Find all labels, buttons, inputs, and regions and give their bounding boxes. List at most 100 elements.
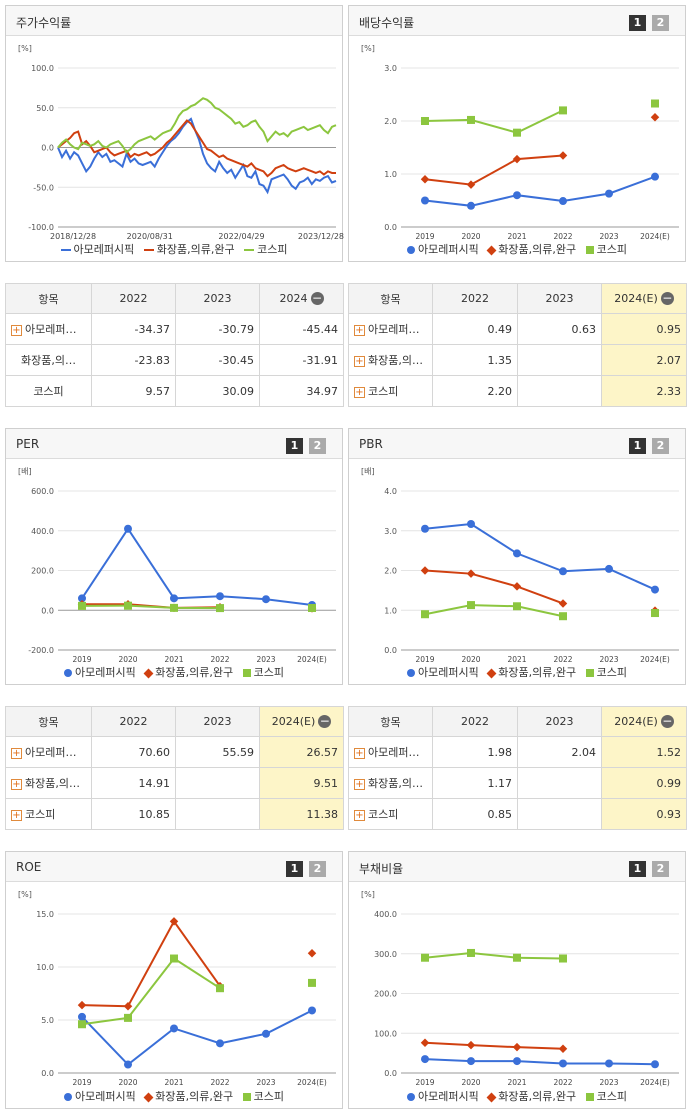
series-line bbox=[81, 604, 221, 610]
x-tick-label: 2024(E) bbox=[640, 1078, 670, 1087]
legend-industry[interactable]: 화장품,의류,완구 bbox=[143, 1088, 233, 1104]
table-cell: 0.99 bbox=[601, 767, 687, 799]
data-point bbox=[170, 1024, 178, 1033]
legend-industry[interactable]: 화장품,의류,완구 bbox=[143, 664, 233, 680]
row-label: 아모레퍼… bbox=[368, 746, 420, 759]
data-point bbox=[559, 106, 567, 115]
expand-icon[interactable]: + bbox=[354, 324, 365, 336]
column-header: 2024(E) − bbox=[601, 706, 687, 737]
data-point bbox=[123, 1001, 133, 1011]
legend-kospi[interactable]: 코스피 bbox=[585, 664, 627, 680]
table-cell: 1.35 bbox=[432, 344, 518, 376]
chart-view-1-button[interactable]: 1 bbox=[629, 438, 646, 454]
legend-company[interactable]: 아모레퍼시픽 bbox=[407, 241, 479, 257]
chart-view-1-button[interactable]: 1 bbox=[629, 861, 646, 877]
column-header: 항목 bbox=[5, 283, 92, 314]
row-label: 아모레퍼… bbox=[25, 323, 77, 336]
chart-view-1-button[interactable]: 1 bbox=[286, 861, 303, 877]
data-point bbox=[262, 1029, 270, 1038]
x-tick-label: 2020 bbox=[461, 655, 480, 664]
y-tick-label: 50.0 bbox=[36, 104, 54, 113]
table-cell: 55.59 bbox=[175, 736, 260, 768]
collapse-icon[interactable]: − bbox=[318, 714, 332, 729]
legend-company[interactable]: 아모레퍼시픽 bbox=[407, 1088, 479, 1104]
data-point bbox=[512, 582, 522, 591]
panel-header: 부채비율 1 2 bbox=[349, 852, 685, 882]
expand-icon[interactable]: + bbox=[11, 324, 22, 336]
expand-icon[interactable]: + bbox=[354, 386, 365, 398]
y-tick-label: 0.0 bbox=[384, 1069, 397, 1078]
data-point bbox=[78, 594, 86, 603]
expand-icon[interactable]: + bbox=[11, 778, 22, 790]
legend-kospi[interactable]: 코스피 bbox=[242, 664, 284, 680]
chart-view-2-button[interactable]: 2 bbox=[652, 438, 669, 454]
table-cell: 9.57 bbox=[91, 375, 176, 407]
expand-icon[interactable]: + bbox=[354, 355, 365, 367]
x-tick-label: 2021 bbox=[507, 655, 526, 664]
x-tick-label: 2022 bbox=[553, 232, 572, 241]
series-line bbox=[57, 119, 336, 178]
legend-kospi[interactable]: 코스피 bbox=[244, 241, 287, 257]
legend-company[interactable]: 아모레퍼시픽 bbox=[64, 664, 136, 680]
data-point bbox=[421, 610, 429, 619]
square-icon bbox=[242, 669, 251, 677]
legend-kospi[interactable]: 코스피 bbox=[242, 1088, 284, 1104]
legend-kospi[interactable]: 코스피 bbox=[585, 241, 627, 257]
data-point bbox=[216, 592, 224, 601]
expand-icon[interactable]: + bbox=[354, 809, 365, 821]
table-row: + 화장품,의… 14.91 9.51 bbox=[5, 767, 344, 799]
row-label: 화장품,의… bbox=[368, 777, 423, 790]
pbr-chart: [배] 4.0 3.0 2.0 1.0 0.0 2019 2020 2021 2022 2023 20… bbox=[361, 467, 679, 664]
collapse-icon[interactable]: − bbox=[660, 291, 674, 306]
row-label: 코스피 bbox=[25, 808, 56, 821]
data-point bbox=[308, 603, 316, 612]
line-icon bbox=[244, 249, 255, 251]
data-point bbox=[559, 567, 567, 576]
expand-icon[interactable]: + bbox=[354, 778, 365, 790]
chart-view-1-button[interactable]: 1 bbox=[629, 15, 646, 31]
chart-view-2-button[interactable]: 2 bbox=[309, 861, 326, 877]
series-line bbox=[424, 604, 564, 618]
chart-view-1-button[interactable]: 1 bbox=[286, 438, 303, 454]
legend-industry[interactable]: 화장품,의류,완구 bbox=[486, 664, 576, 680]
line-icon bbox=[143, 249, 154, 251]
table-row: + 코스피 10.85 11.38 bbox=[5, 798, 344, 830]
chart-view-2-button[interactable]: 2 bbox=[652, 861, 669, 877]
y-tick-label: 100.0 bbox=[374, 1029, 397, 1038]
table-cell: 1.52 bbox=[601, 736, 687, 768]
table-row: + 아모레퍼… 70.60 55.59 26.57 bbox=[5, 736, 344, 768]
data-point bbox=[467, 201, 475, 210]
data-point bbox=[558, 151, 568, 160]
collapse-icon[interactable]: − bbox=[660, 714, 674, 729]
expand-icon[interactable]: + bbox=[11, 747, 22, 759]
legend-industry[interactable]: 화장품,의류,완구 bbox=[486, 1088, 576, 1104]
circle-icon bbox=[64, 669, 73, 677]
legend-company[interactable]: 아모레퍼시픽 bbox=[407, 664, 479, 680]
y-tick-label: 0.0 bbox=[384, 646, 397, 655]
panel-header: 배당수익률 1 2 bbox=[349, 6, 685, 36]
unit-label: [배] bbox=[18, 467, 32, 476]
expand-icon[interactable]: + bbox=[354, 747, 365, 759]
legend-industry[interactable]: 화장품,의류,완구 bbox=[486, 241, 576, 257]
table-row: + 코스피 2.20 2.33 bbox=[348, 375, 687, 407]
chart-view-2-button[interactable]: 2 bbox=[309, 438, 326, 454]
diamond-icon bbox=[143, 1092, 154, 1102]
data-point bbox=[78, 1020, 86, 1029]
x-tick-label: 2022 bbox=[210, 655, 229, 664]
table-row: + 화장품,의… 1.35 2.07 bbox=[348, 344, 687, 376]
legend-label: 화장품,의류,완구 bbox=[156, 243, 235, 256]
table-cell: -30.45 bbox=[175, 344, 260, 376]
y-tick-label: 300.0 bbox=[374, 950, 397, 959]
legend-company[interactable]: 아모레퍼시픽 bbox=[64, 1088, 136, 1104]
table-cell: 34.97 bbox=[259, 375, 344, 407]
stock-return-panel: 주가수익률 [%] 100.0 50.0 0.0 -50.0 -100.0 2018/12/… bbox=[5, 5, 344, 262]
collapse-icon[interactable]: − bbox=[310, 291, 324, 306]
legend-kospi[interactable]: 코스피 bbox=[585, 1088, 627, 1104]
legend-industry[interactable]: 화장품,의류,완구 bbox=[143, 241, 235, 257]
legend-company[interactable]: 아모레퍼시픽 bbox=[60, 241, 134, 257]
series-line bbox=[424, 175, 656, 207]
expand-icon[interactable]: + bbox=[11, 809, 22, 821]
chart-view-2-button[interactable]: 2 bbox=[652, 15, 669, 31]
row-label: 코스피 bbox=[368, 385, 399, 398]
table-cell: 0.85 bbox=[432, 798, 518, 830]
